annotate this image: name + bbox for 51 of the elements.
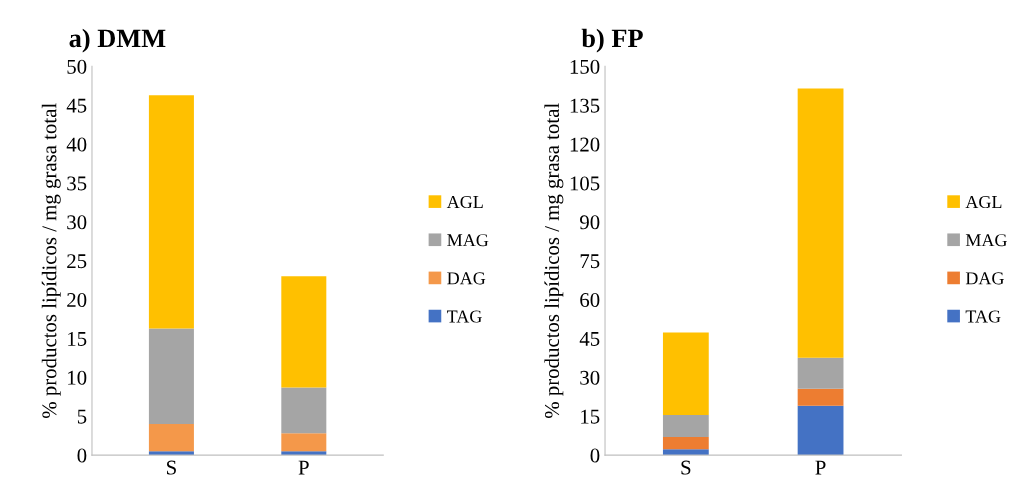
bar [281, 276, 327, 388]
legend-label: TAG [965, 310, 1001, 323]
y-tick-label: 10 [68, 370, 87, 385]
y-tick-label: 120 [570, 137, 600, 152]
x-tick-label: S [681, 460, 691, 475]
y-tick-label: 40 [66, 137, 87, 152]
x-tick-label: P [815, 460, 826, 475]
legend-label: DAG [965, 272, 1004, 285]
y-tick-label: 45 [66, 98, 87, 113]
y-axis-title: % productos lipídicos / mg grasa total [544, 103, 564, 419]
y-tick-label: 105 [570, 176, 600, 191]
bar [281, 387, 327, 434]
y-axis-title: % productos lipídicos / mg grasa total [41, 103, 61, 419]
y-tick-label: 45 [579, 332, 600, 346]
y-tick-label: 15 [581, 409, 600, 424]
bar [148, 328, 194, 425]
legend-label: AGL [965, 195, 1002, 209]
y-tick-label: 75 [580, 254, 600, 269]
bar [662, 436, 709, 450]
legend-label: MAG [965, 234, 1007, 247]
y-tick-label: 5 [77, 409, 87, 424]
y-tick-label: 0 [77, 448, 87, 463]
y-tick-label: 25 [67, 254, 87, 269]
x-tick-label: P [298, 460, 309, 475]
y-tick-label: 30 [67, 215, 87, 230]
legend-label: DAG [447, 272, 486, 285]
legend-label: AGL [446, 195, 483, 209]
y-tick-label: 150 [570, 59, 600, 74]
bar [797, 405, 844, 456]
bar [281, 433, 327, 452]
y-tick-label: 90 [580, 215, 600, 230]
legend-label: MAG [447, 234, 489, 247]
bar [148, 95, 194, 329]
legend-label: TAG [447, 310, 482, 323]
y-tick-label: 50 [67, 59, 87, 74]
y-tick-label: 0 [590, 448, 600, 463]
bar [148, 424, 194, 452]
x-tick-label: S [167, 460, 176, 475]
bar [797, 357, 844, 389]
y-tick-label: 20 [67, 293, 87, 308]
y-tick-label: 60 [580, 293, 600, 308]
bar [662, 414, 709, 437]
bar [662, 332, 709, 415]
chart-title: a) DMM [69, 28, 166, 53]
y-tick-label: 30 [580, 370, 600, 385]
bar [797, 88, 844, 358]
y-tick-label: 135 [570, 98, 600, 113]
bar [797, 388, 844, 406]
chart-title: b) FP [581, 28, 643, 53]
y-tick-label: 35 [67, 176, 87, 191]
y-tick-label: 15 [68, 331, 87, 346]
